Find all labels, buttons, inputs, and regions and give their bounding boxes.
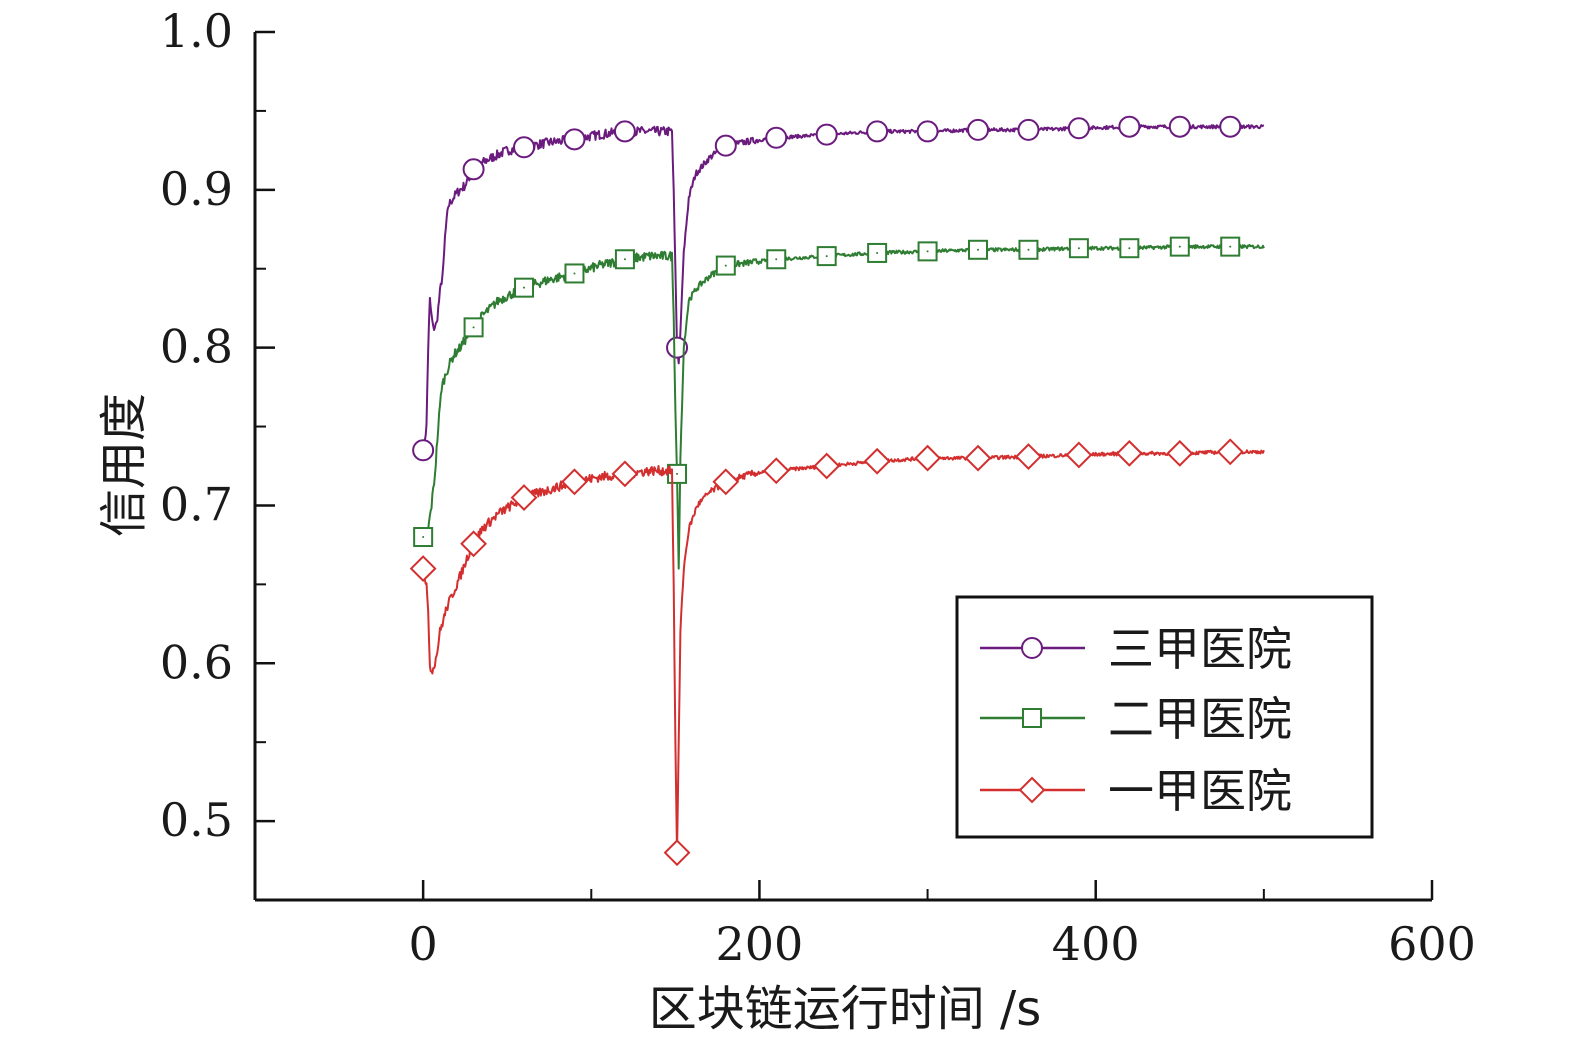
data-point-square-dot [876,251,879,254]
legend-item-二甲医院: 二甲医院 [980,692,1292,746]
data-point-square-dot [1077,247,1080,250]
data-point-circle [1168,115,1191,138]
data-point-circle [967,118,990,141]
x-tick-label: 400 [1052,917,1140,971]
series-layer [409,115,1265,867]
series-line [422,243,1265,570]
y-axis: 0.5 0.6 0.7 0.8 0.9 1.0 [160,4,275,901]
x-tick-label: 600 [1388,917,1476,971]
data-point-diamond [1065,441,1093,469]
legend: 三甲医院 二甲医院 一甲医院 [955,595,1374,839]
data-point-diamond [712,468,740,496]
data-point-circle [513,136,536,159]
data-point-diamond [813,452,841,480]
data-point-square-dot [676,472,679,475]
legend-marker-circle [1021,637,1043,659]
series-一甲医院 [409,438,1265,867]
series-二甲医院 [413,236,1265,570]
data-point-circle [1118,115,1141,138]
legend-item-三甲医院: 三甲医院 [980,622,1292,676]
data-point-diamond [1166,439,1194,467]
data-point-diamond [561,468,588,496]
legend-item-一甲医院: 一甲医院 [980,764,1292,818]
y-tick-label: 0.6 [160,635,233,689]
y-tick-label: 1.0 [160,4,233,58]
data-point-diamond [510,484,538,511]
data-point-circle [462,158,485,181]
data-point-diamond [460,530,488,558]
x-tick-label: 200 [716,917,804,971]
data-point-square-dot [825,255,828,258]
data-point-square-dot [573,272,576,275]
y-tick-label: 0.8 [160,320,233,374]
data-point-circle [815,123,838,146]
legend-label-一甲医院: 一甲医院 [1108,764,1292,818]
legend-label-二甲医院: 二甲医院 [1108,692,1292,746]
legend-label-三甲医院: 三甲医院 [1108,622,1292,676]
data-point-square-dot [1229,245,1232,248]
x-tick-label: 0 [409,917,438,971]
data-point-diamond [1216,438,1244,466]
data-point-circle [563,128,586,151]
data-point-circle [613,120,636,143]
data-point-circle [1067,117,1090,140]
data-point-square-dot [523,286,526,289]
y-tick-label: 0.5 [160,793,233,847]
data-point-square-dot [472,326,475,329]
data-point-diamond [863,447,891,475]
x-axis: 0 200 400 600 [254,880,1476,971]
y-axis-title: 信用度 [96,393,152,537]
data-point-square-dot [926,250,929,253]
data-point-diamond [611,460,639,488]
y-tick-label: 0.9 [160,162,233,216]
data-point-diamond [409,555,437,582]
data-point-circle [412,439,435,462]
data-point-circle [714,134,737,157]
data-point-diamond [663,839,691,867]
x-axis-title: 区块链运行时间 /s [649,981,1041,1037]
data-point-circle [1017,118,1040,141]
data-point-square-dot [724,264,727,267]
y-tick-label: 0.7 [160,477,233,531]
data-point-circle [866,120,889,143]
data-point-square-dot [1178,245,1181,248]
data-point-circle [916,120,939,143]
data-point-circle [666,336,689,359]
data-point-square-dot [1128,247,1131,250]
series-line [422,124,1265,456]
data-point-square-dot [623,258,626,261]
data-point-square-dot [1027,248,1030,251]
series-三甲医院 [412,115,1265,462]
legend-marker-square [1022,708,1042,728]
data-point-square-dot [977,248,980,251]
data-point-diamond [762,457,790,485]
data-point-circle [1219,115,1242,138]
data-point-diamond [1015,443,1042,470]
data-point-diamond [914,444,941,472]
legend-marker-diamond [1018,776,1046,804]
data-point-diamond [964,444,992,472]
data-point-square-dot [775,258,778,261]
data-point-square-dot [422,536,425,539]
data-point-diamond [1115,439,1143,467]
data-point-circle [765,126,788,149]
